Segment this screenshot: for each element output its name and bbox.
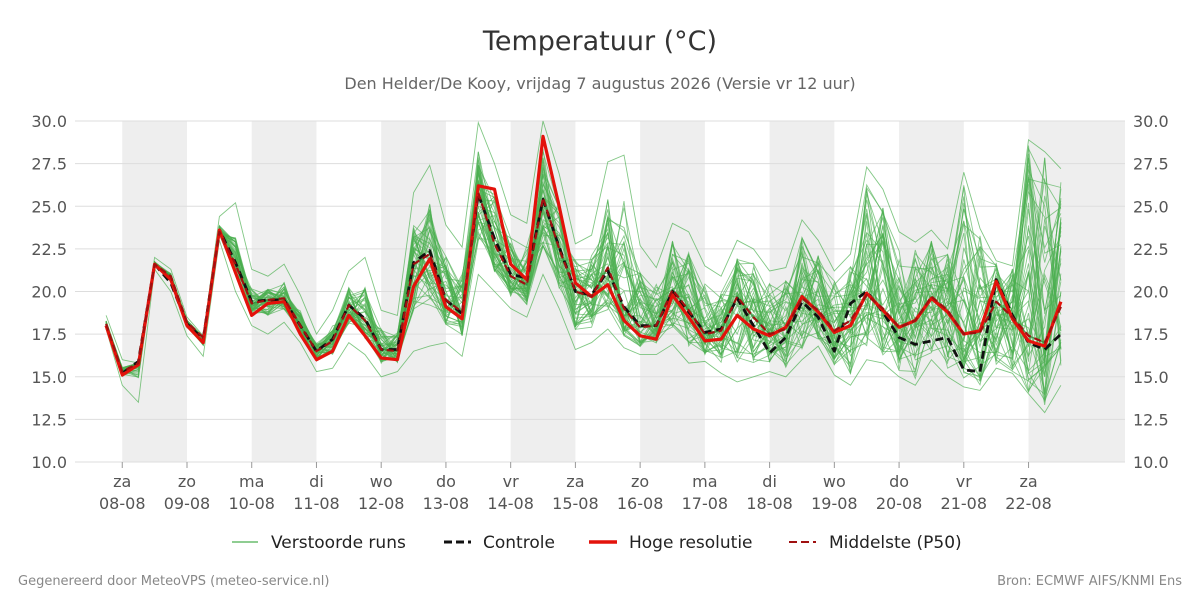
- chart-subtitle: Den Helder/De Kooy, vrijdag 7 augustus 2…: [344, 74, 855, 93]
- legend-label-control: Controle: [483, 533, 555, 553]
- x-tick-date-10: 18-08: [746, 494, 793, 513]
- x-tick-day-0: za: [113, 472, 131, 491]
- ensemble-runs: [105, 120, 1062, 414]
- x-tick-date-14: 22-08: [1005, 494, 1052, 513]
- y-axis-left: 10.0 12.5 15.0 17.5 20.0 22.5 25.0 27.5 30.0: [31, 112, 67, 472]
- x-tick-day-10: di: [762, 472, 777, 491]
- x-tick-date-1: 09-08: [164, 494, 211, 513]
- x-tick-date-12: 20-08: [876, 494, 923, 513]
- x-tick-day-6: vr: [503, 472, 519, 491]
- y-tick-label-right-5: 22.5: [1133, 240, 1169, 259]
- y-tick-label-right-0: 10.0: [1133, 453, 1169, 472]
- x-tick-date-11: 19-08: [811, 494, 858, 513]
- x-tick-day-12: do: [889, 472, 909, 491]
- y-tick-label-right-7: 27.5: [1133, 155, 1169, 174]
- legend-label-hires: Hoge resolutie: [629, 533, 753, 553]
- x-tick-date-7: 15-08: [552, 494, 599, 513]
- y-tick-label-left-6: 25.0: [31, 197, 67, 216]
- y-axis-right: 10.0 12.5 15.0 17.5 20.0 22.5 25.0 27.5 30.0: [1133, 112, 1169, 472]
- x-tick-day-7: za: [566, 472, 584, 491]
- y-tick-label-right-3: 17.5: [1133, 325, 1169, 344]
- legend-label-ensemble: Verstoorde runs: [271, 533, 406, 553]
- x-tick-date-5: 13-08: [423, 494, 470, 513]
- x-tick-date-4: 12-08: [358, 494, 405, 513]
- legend-label-p50: Middelste (P50): [829, 533, 962, 553]
- main-series: [104, 134, 1063, 377]
- footer-generated: Gegenereerd door MeteoVPS (meteo-service…: [18, 574, 329, 589]
- y-tick-label-left-7: 27.5: [31, 155, 67, 174]
- y-tick-label-left-5: 22.5: [31, 240, 67, 259]
- x-tick-date-2: 10-08: [228, 494, 275, 513]
- x-tick-date-3: 11-08: [293, 494, 340, 513]
- y-tick-label-left-0: 10.0: [31, 453, 67, 472]
- x-tick-day-14: za: [1019, 472, 1037, 491]
- ensemble-member-41: [105, 167, 1062, 403]
- x-tick-date-6: 14-08: [487, 494, 534, 513]
- x-tick-day-13: vr: [956, 472, 972, 491]
- y-tick-label-right-8: 30.0: [1133, 112, 1169, 131]
- x-tick-day-4: wo: [370, 472, 393, 491]
- y-tick-label-right-4: 20.0: [1133, 283, 1169, 302]
- y-tick-label-left-8: 30.0: [31, 112, 67, 131]
- x-tick-day-11: wo: [823, 472, 846, 491]
- x-tick-day-8: zo: [631, 472, 649, 491]
- x-tick-date-13: 21-08: [941, 494, 988, 513]
- y-tick-label-left-1: 12.5: [31, 410, 67, 429]
- ensemble-member-lower: [105, 240, 1062, 414]
- x-tick-date-9: 17-08: [682, 494, 729, 513]
- y-tick-label-right-6: 25.0: [1133, 197, 1169, 216]
- y-tick-label-left-4: 20.0: [31, 283, 67, 302]
- x-tick-day-1: zo: [178, 472, 196, 491]
- y-tick-label-left-2: 15.0: [31, 368, 67, 387]
- y-tick-label-right-2: 15.0: [1133, 368, 1169, 387]
- ensemble-member-36: [105, 166, 1062, 382]
- ensemble-member-49: [105, 164, 1062, 396]
- ensemble-member-47: [105, 185, 1062, 396]
- y-tick-label-left-3: 17.5: [31, 325, 67, 344]
- x-tick-date-8: 16-08: [617, 494, 664, 513]
- ensemble-member-upper: [105, 120, 1062, 364]
- ensemble-member-27: [105, 169, 1062, 391]
- x-tick-day-9: ma: [692, 472, 717, 491]
- x-tick-date-0: 08-08: [99, 494, 146, 513]
- x-tick-day-3: di: [309, 472, 324, 491]
- chart-title: Temperatuur (°C): [482, 26, 717, 57]
- x-axis: za 08-08 zo 09-08 ma 10-08 di 11-08 wo 12-08 do 13-…: [99, 462, 1052, 513]
- legend: Verstoorde runs Controle Hoge resolutie …: [232, 533, 962, 553]
- p50-line: [105, 191, 1062, 373]
- x-tick-day-2: ma: [239, 472, 264, 491]
- footer-source: Bron: ECMWF AIFS/KNMI Ens: [997, 574, 1182, 589]
- x-tick-day-5: do: [436, 472, 456, 491]
- y-tick-label-right-1: 12.5: [1133, 410, 1169, 429]
